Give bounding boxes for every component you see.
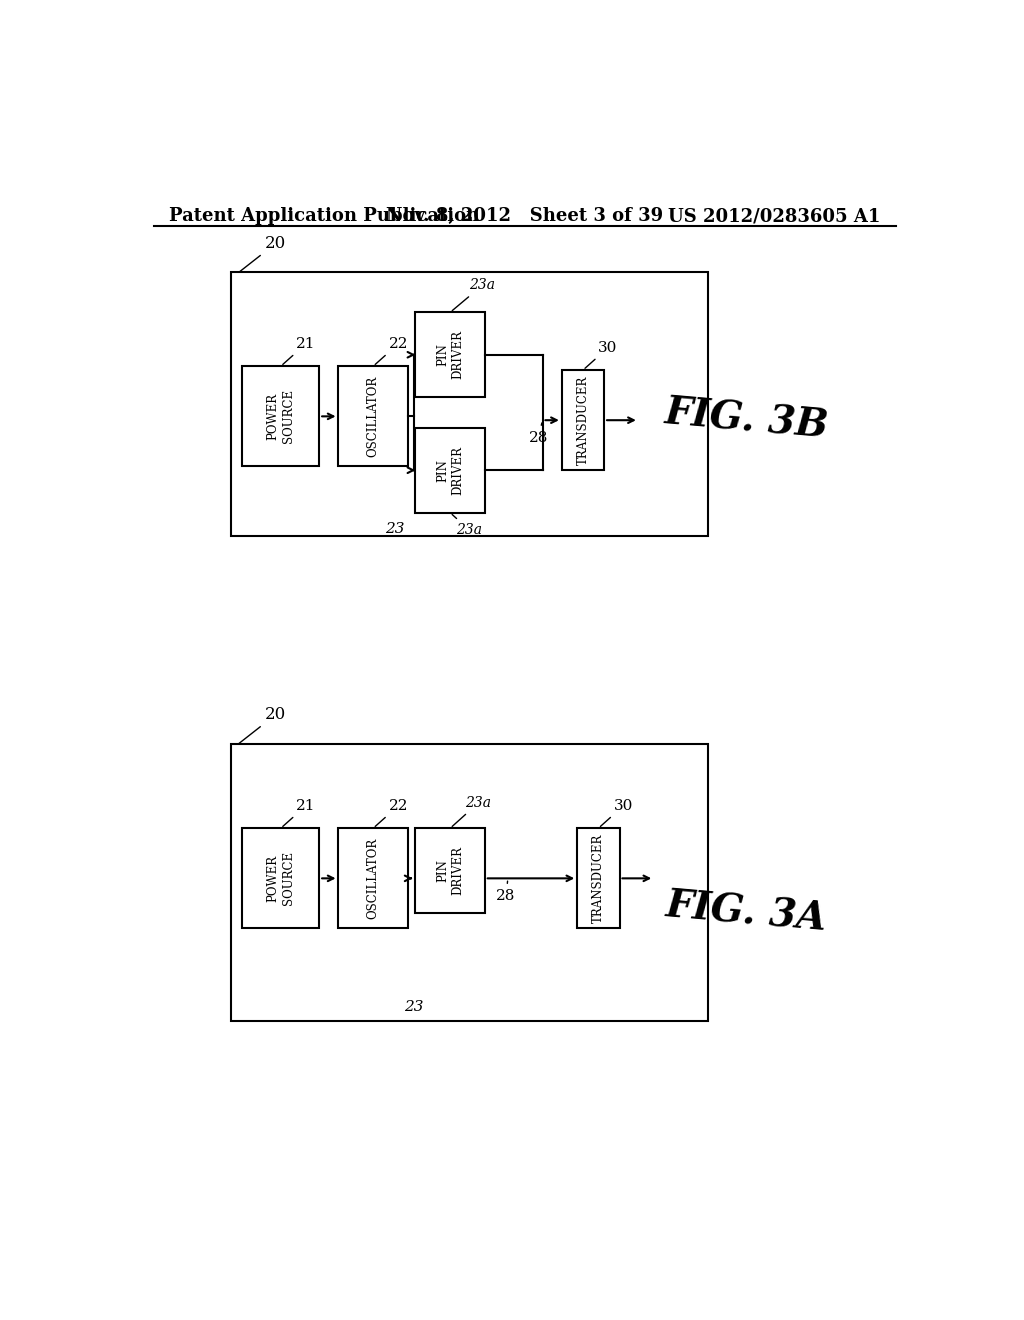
Bar [416, 313, 484, 397]
Text: 21: 21 [283, 337, 315, 364]
Text: 20: 20 [239, 706, 287, 743]
Text: 30: 30 [600, 799, 633, 826]
Text: 23: 23 [403, 999, 423, 1014]
Text: Nov. 8, 2012   Sheet 3 of 39: Nov. 8, 2012 Sheet 3 of 39 [386, 207, 664, 226]
Text: PIN
DRIVER: PIN DRIVER [436, 330, 464, 379]
Text: POWER
SOURCE: POWER SOURCE [266, 851, 295, 906]
Text: 28: 28 [497, 882, 516, 903]
Text: 23a: 23a [453, 515, 482, 537]
Bar [416, 829, 484, 913]
Text: PIN
DRIVER: PIN DRIVER [436, 446, 464, 495]
Text: 23a: 23a [453, 796, 492, 826]
Text: 22: 22 [375, 337, 408, 364]
Text: OSCILLATOR: OSCILLATOR [367, 838, 380, 919]
Text: FIG. 3B: FIG. 3B [663, 395, 830, 446]
Text: Patent Application Publication: Patent Application Publication [169, 207, 479, 226]
Text: 20: 20 [239, 235, 287, 272]
Bar [339, 367, 408, 466]
Text: PIN
DRIVER: PIN DRIVER [436, 846, 464, 895]
Bar [339, 829, 408, 928]
Text: 30: 30 [585, 341, 617, 368]
Text: 28: 28 [528, 422, 548, 445]
Text: 23a: 23a [453, 279, 496, 310]
Text: US 2012/0283605 A1: US 2012/0283605 A1 [669, 207, 881, 226]
Bar [230, 743, 708, 1020]
Text: TRANSDUCER: TRANSDUCER [592, 834, 605, 923]
Text: POWER
SOURCE: POWER SOURCE [266, 389, 295, 444]
Text: 23: 23 [385, 523, 404, 536]
Bar [416, 428, 484, 512]
Text: 21: 21 [283, 799, 315, 826]
Text: FIG. 3A: FIG. 3A [665, 887, 828, 939]
Text: TRANSDUCER: TRANSDUCER [577, 375, 590, 465]
Text: 22: 22 [375, 799, 408, 826]
Bar [562, 370, 604, 470]
Bar [578, 829, 620, 928]
Text: OSCILLATOR: OSCILLATOR [367, 376, 380, 457]
Bar [243, 829, 319, 928]
Bar [243, 367, 319, 466]
Bar [230, 272, 708, 536]
